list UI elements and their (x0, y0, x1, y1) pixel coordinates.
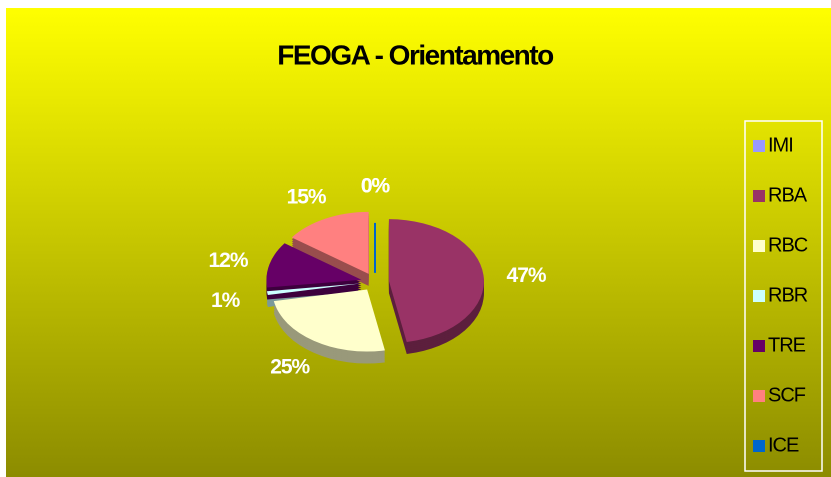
data-label: 15% (287, 185, 327, 208)
slice (273, 289, 385, 352)
legend-label: RBC (768, 234, 808, 256)
data-label: 0% (361, 175, 391, 198)
legend-swatch (753, 340, 765, 352)
data-label: 1% (211, 289, 241, 312)
legend-swatch (753, 290, 765, 302)
data-label: 12% (209, 249, 249, 272)
legend-swatch (753, 390, 765, 402)
data-label: 0% (361, 175, 391, 198)
legend-label: ICE (768, 434, 799, 456)
legend-label: RBA (768, 184, 808, 206)
legend-swatch (753, 240, 765, 252)
legend-label: TRE (768, 334, 806, 356)
legend-label: SCF (768, 384, 806, 406)
data-label: 47% (507, 264, 547, 287)
legend-label: RBR (768, 284, 808, 306)
legend-swatch (753, 140, 765, 152)
legend-swatch (753, 440, 765, 452)
legend-label: IMI (768, 134, 793, 156)
slice (266, 243, 362, 288)
slice (266, 283, 362, 296)
legend-box (744, 120, 823, 472)
slice (388, 219, 484, 343)
legend-swatch (753, 190, 765, 202)
chart-title: FEOGA - Orientamento (277, 39, 554, 70)
slice (291, 211, 369, 274)
data-label: 25% (270, 355, 310, 378)
